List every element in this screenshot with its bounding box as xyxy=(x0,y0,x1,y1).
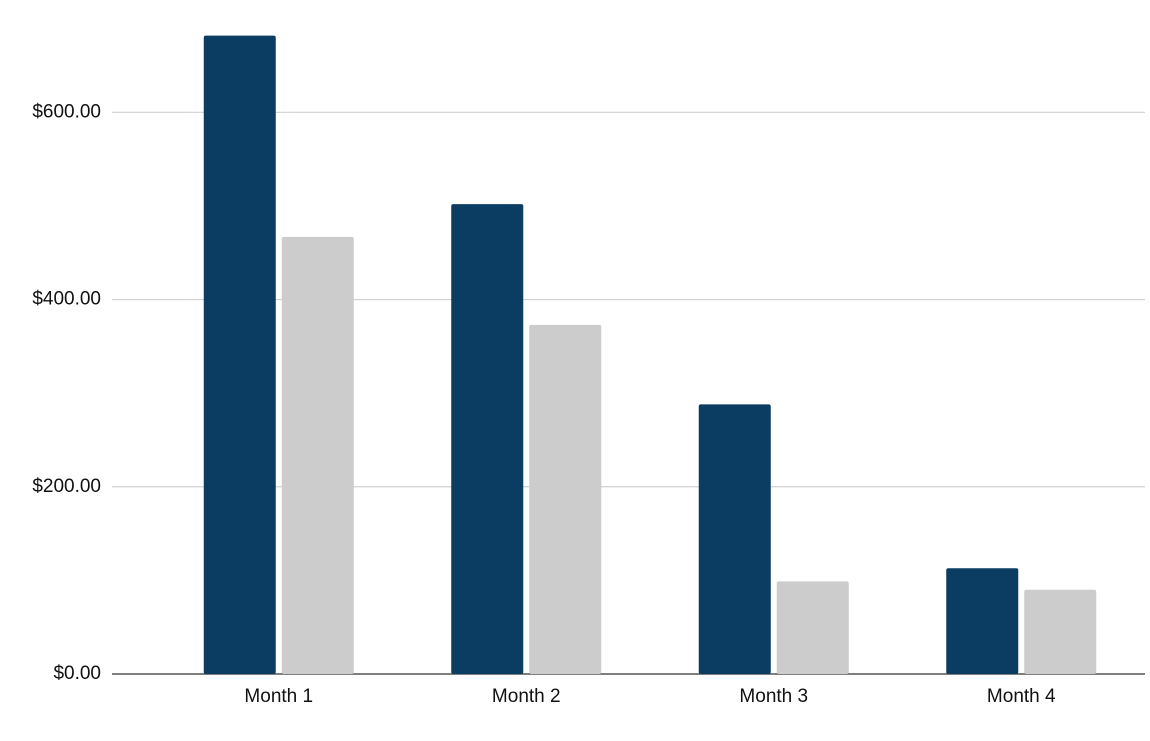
bar xyxy=(1024,589,1097,674)
y-tick-label: $600.00 xyxy=(32,101,101,122)
bar xyxy=(203,35,276,675)
bar xyxy=(776,581,849,674)
bar xyxy=(281,236,354,674)
x-tick-label: Month 4 xyxy=(987,686,1056,707)
y-tick-label: $0.00 xyxy=(53,663,101,684)
bar xyxy=(529,324,602,674)
bar xyxy=(698,404,771,674)
x-tick-label: Month 1 xyxy=(244,686,313,707)
bar xyxy=(946,568,1019,674)
x-tick-label: Month 3 xyxy=(739,686,808,707)
y-tick-label: $200.00 xyxy=(32,476,101,497)
y-tick-label: $400.00 xyxy=(32,289,101,310)
x-tick-label: Month 2 xyxy=(492,686,561,707)
bar xyxy=(451,204,524,675)
